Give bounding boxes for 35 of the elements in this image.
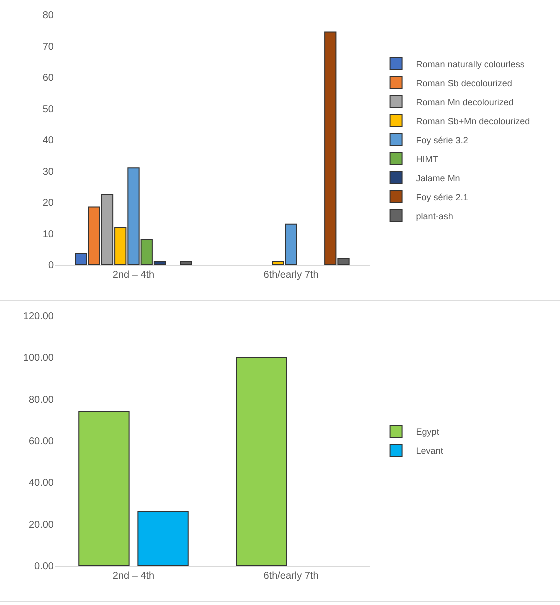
legend-label: Roman Mn decolourized xyxy=(416,98,514,108)
x-tick-label: 6th/early 7th xyxy=(264,571,319,582)
y-tick-label: 20 xyxy=(42,198,54,209)
bar xyxy=(138,511,189,566)
y-tick-label: 80.00 xyxy=(28,394,54,406)
y-tick-label: 40 xyxy=(42,136,54,146)
y-tick-label: 10 xyxy=(42,229,54,240)
legend-label: Foy série 3.2 xyxy=(416,136,468,146)
x-tick-label: 2nd – 4th xyxy=(112,571,155,582)
y-tick-label: 70 xyxy=(42,42,54,53)
y-tick-label: 40.00 xyxy=(28,478,54,490)
legend-label: Levant xyxy=(416,446,444,456)
legend-label: Roman Sb decolourized xyxy=(416,78,512,89)
y-tick-label: 60.00 xyxy=(28,436,54,448)
bar xyxy=(236,357,288,566)
legend-label: Jalame Mn xyxy=(416,174,460,184)
bar xyxy=(180,261,192,265)
x-tick-label: 2nd – 4th xyxy=(112,270,155,281)
y-tick-label: 80 xyxy=(42,10,54,22)
legend-label: Roman naturally colourless xyxy=(416,60,526,70)
y-tick-label: 60 xyxy=(42,73,54,84)
legend-label: Roman Sb+Mn decolourized xyxy=(416,116,530,127)
legend-label: Foy série 2.1 xyxy=(416,192,468,203)
legend-label: plant-ash xyxy=(416,212,454,222)
legend-label: Egypt xyxy=(416,427,440,438)
legend-label: HIMT xyxy=(416,154,439,165)
y-tick-label: 30 xyxy=(42,166,54,178)
y-tick-label: 20.00 xyxy=(28,520,54,531)
y-tick-label: 0 xyxy=(48,260,54,272)
y-tick-label: 100.00 xyxy=(23,353,54,364)
y-tick-label: 120.00 xyxy=(23,312,54,322)
bar xyxy=(78,411,130,566)
y-tick-label: 50 xyxy=(42,104,54,116)
x-tick-label: 6th/early 7th xyxy=(264,270,319,281)
y-tick-label: 0.00 xyxy=(34,562,54,572)
